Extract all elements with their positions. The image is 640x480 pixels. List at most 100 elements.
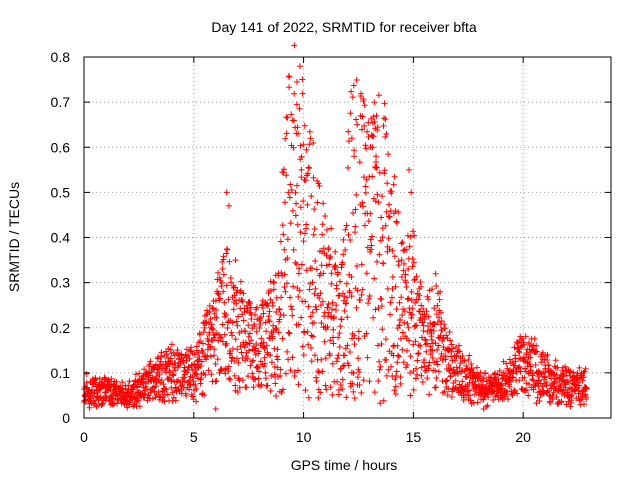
data-point: [536, 397, 543, 404]
data-point: [86, 404, 93, 411]
data-point: [550, 380, 557, 387]
data-point: [215, 291, 222, 298]
data-point: [255, 348, 262, 355]
data-point: [544, 351, 551, 358]
data-point: [389, 247, 396, 254]
data-point: [218, 334, 225, 341]
data-point: [344, 314, 351, 321]
data-point: [316, 183, 323, 190]
data-point: [580, 401, 587, 408]
data-point: [574, 379, 581, 386]
data-point: [446, 367, 453, 374]
data-point: [371, 275, 378, 282]
data-point: [360, 174, 367, 181]
data-point: [553, 394, 560, 401]
data-point: [433, 311, 440, 318]
data-point: [371, 118, 378, 125]
data-point: [400, 267, 407, 274]
data-point: [354, 287, 361, 294]
x-tick-label: 20: [515, 429, 531, 445]
data-point: [306, 165, 313, 172]
data-point: [304, 328, 311, 335]
data-point: [246, 340, 253, 347]
data-point: [421, 356, 428, 363]
data-point: [310, 231, 317, 238]
data-point: [308, 193, 315, 200]
data-point: [409, 228, 416, 235]
data-point: [376, 169, 383, 176]
data-point: [257, 321, 264, 328]
data-point: [325, 309, 332, 316]
data-point: [424, 293, 431, 300]
data-point: [402, 279, 409, 286]
data-point: [211, 346, 218, 353]
data-point: [356, 369, 363, 376]
data-point: [340, 251, 347, 258]
data-point: [376, 366, 383, 373]
data-point: [423, 348, 430, 355]
data-point: [370, 133, 377, 140]
data-point: [456, 364, 463, 371]
data-point: [540, 390, 547, 397]
data-point: [352, 223, 359, 230]
data-point: [283, 130, 290, 137]
data-point: [528, 367, 535, 374]
data-point: [408, 297, 415, 304]
data-point: [289, 312, 296, 319]
data-point: [280, 312, 287, 319]
data-point: [399, 329, 406, 336]
chart-title: Day 141 of 2022, SRMTID for receiver bft…: [211, 19, 477, 35]
data-point: [223, 282, 230, 289]
data-point: [365, 134, 372, 141]
data-point: [226, 258, 233, 265]
data-point: [294, 124, 301, 131]
data-point: [346, 349, 353, 356]
data-point: [364, 244, 371, 251]
data-point: [216, 295, 223, 302]
data-point: [461, 357, 468, 364]
data-point: [209, 305, 216, 312]
data-point: [360, 98, 367, 105]
data-point: [348, 273, 355, 280]
data-point: [317, 389, 324, 396]
data-point: [245, 322, 252, 329]
data-point: [391, 173, 398, 180]
data-point: [509, 392, 516, 399]
data-point: [374, 124, 381, 131]
data-point: [383, 356, 390, 363]
data-point: [365, 218, 372, 225]
data-point: [221, 331, 228, 338]
data-point: [263, 328, 270, 335]
data-point: [534, 394, 541, 401]
data-point: [342, 345, 349, 352]
data-point: [305, 303, 312, 310]
data-point: [343, 280, 350, 287]
data-point: [407, 353, 414, 360]
data-point: [302, 230, 309, 237]
data-point: [394, 342, 401, 349]
data-point: [387, 299, 394, 306]
data-point: [515, 348, 522, 355]
data-point: [225, 296, 232, 303]
data-point: [551, 363, 558, 370]
data-point: [480, 375, 487, 382]
data-point: [337, 382, 344, 389]
data-point: [233, 300, 240, 307]
data-point: [420, 327, 427, 334]
data-point: [476, 383, 483, 390]
data-point: [216, 274, 223, 281]
data-point: [158, 349, 165, 356]
data-point: [337, 323, 344, 330]
data-point: [293, 261, 300, 268]
data-point: [434, 346, 441, 353]
data-point: [224, 325, 231, 332]
data-point: [328, 270, 335, 277]
data-point: [485, 394, 492, 401]
data-point: [250, 357, 257, 364]
data-point: [252, 376, 259, 383]
data-point: [329, 391, 336, 398]
data-point: [552, 357, 559, 364]
data-point: [299, 90, 306, 97]
data-point: [193, 386, 200, 393]
data-point: [529, 370, 536, 377]
